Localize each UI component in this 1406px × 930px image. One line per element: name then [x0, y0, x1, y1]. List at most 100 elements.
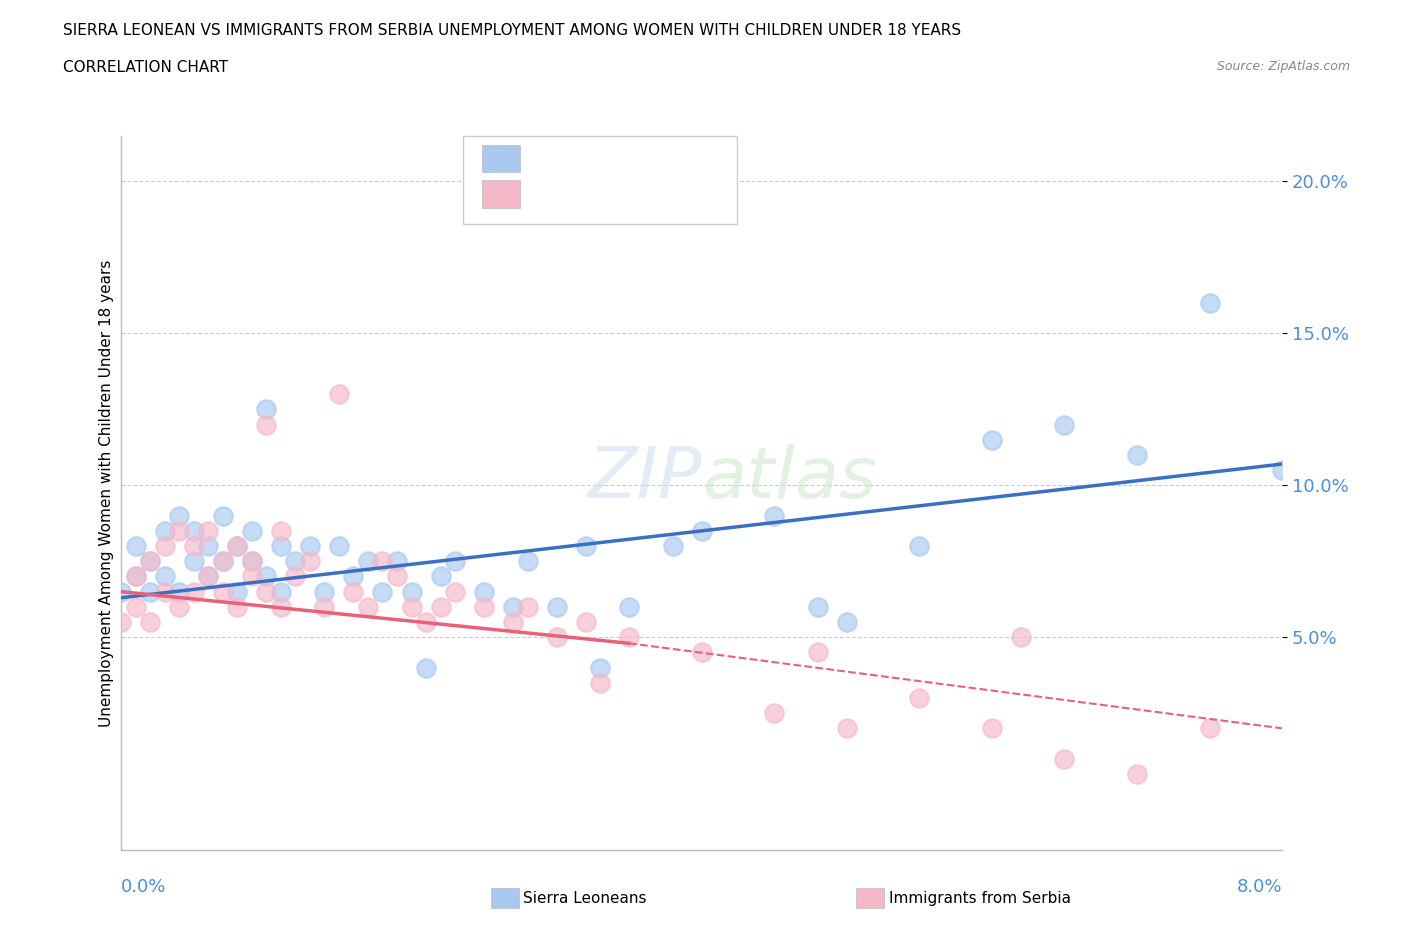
Text: atlas: atlas	[702, 445, 876, 513]
Point	[197, 538, 219, 553]
Text: Sierra Leoneans: Sierra Leoneans	[523, 891, 647, 906]
Point	[371, 584, 394, 599]
Point	[125, 569, 148, 584]
Point	[240, 524, 263, 538]
Point	[197, 524, 219, 538]
Point	[502, 600, 524, 615]
Text: Immigrants from Serbia: Immigrants from Serbia	[889, 891, 1070, 906]
Point	[169, 509, 191, 524]
Point	[617, 600, 640, 615]
Point	[401, 600, 423, 615]
Point	[835, 615, 858, 630]
Point	[139, 554, 162, 569]
Point	[342, 584, 364, 599]
Point	[270, 584, 292, 599]
Point	[270, 524, 292, 538]
Point	[212, 509, 235, 524]
Point	[139, 554, 162, 569]
Point	[240, 554, 263, 569]
Text: 0.0%: 0.0%	[121, 878, 167, 896]
Point	[284, 554, 307, 569]
Point	[153, 524, 176, 538]
Point	[183, 538, 205, 553]
Point	[1271, 462, 1294, 477]
Point	[197, 569, 219, 584]
Point	[575, 538, 598, 553]
Point	[212, 584, 235, 599]
Point	[472, 600, 495, 615]
Point	[546, 600, 568, 615]
Point	[1053, 417, 1076, 432]
Point	[226, 538, 249, 553]
Point	[153, 538, 176, 553]
Point	[284, 569, 307, 584]
Point	[226, 584, 249, 599]
Point	[183, 524, 205, 538]
Text: 8.0%: 8.0%	[1237, 878, 1282, 896]
Point	[153, 569, 176, 584]
Point	[546, 630, 568, 644]
Point	[125, 538, 148, 553]
Point	[270, 538, 292, 553]
Point	[314, 600, 336, 615]
Point	[125, 569, 148, 584]
Point	[254, 584, 277, 599]
Point	[1053, 751, 1076, 766]
Point	[270, 600, 292, 615]
Point	[516, 600, 538, 615]
Point	[254, 417, 277, 432]
Point	[444, 584, 467, 599]
Point	[240, 554, 263, 569]
Point	[197, 569, 219, 584]
Point	[1198, 296, 1220, 311]
Point	[169, 600, 191, 615]
Point	[183, 554, 205, 569]
Point	[169, 584, 191, 599]
Point	[254, 569, 277, 584]
Point	[153, 584, 176, 599]
Point	[328, 387, 350, 402]
Point	[226, 600, 249, 615]
Text: N = 53: N = 53	[652, 150, 713, 167]
Point	[1198, 721, 1220, 736]
Point	[444, 554, 467, 569]
Point	[589, 660, 612, 675]
Point	[835, 721, 858, 736]
Point	[516, 554, 538, 569]
Point	[415, 615, 437, 630]
Point	[690, 645, 713, 660]
Point	[254, 402, 277, 417]
Point	[401, 584, 423, 599]
Point	[807, 600, 830, 615]
Point	[429, 600, 451, 615]
Point	[690, 524, 713, 538]
Point	[357, 600, 380, 615]
Point	[807, 645, 830, 660]
Point	[661, 538, 683, 553]
Point	[908, 691, 931, 706]
Y-axis label: Unemployment Among Women with Children Under 18 years: Unemployment Among Women with Children U…	[100, 259, 114, 726]
Point	[328, 538, 350, 553]
Point	[226, 538, 249, 553]
Text: ZIP: ZIP	[588, 445, 702, 513]
Text: CORRELATION CHART: CORRELATION CHART	[63, 60, 228, 75]
Point	[763, 706, 786, 721]
Point	[502, 615, 524, 630]
Point	[415, 660, 437, 675]
Point	[763, 509, 786, 524]
Point	[212, 554, 235, 569]
Point	[429, 569, 451, 584]
Point	[298, 538, 321, 553]
Point	[908, 538, 931, 553]
Point	[110, 584, 132, 599]
Point	[371, 554, 394, 569]
Point	[240, 569, 263, 584]
Point	[980, 432, 1002, 447]
Point	[980, 721, 1002, 736]
Text: Source: ZipAtlas.com: Source: ZipAtlas.com	[1216, 60, 1350, 73]
Point	[385, 569, 408, 584]
Point	[139, 584, 162, 599]
Point	[617, 630, 640, 644]
Text: SIERRA LEONEAN VS IMMIGRANTS FROM SERBIA UNEMPLOYMENT AMONG WOMEN WITH CHILDREN : SIERRA LEONEAN VS IMMIGRANTS FROM SERBIA…	[63, 23, 962, 38]
Point	[589, 675, 612, 690]
